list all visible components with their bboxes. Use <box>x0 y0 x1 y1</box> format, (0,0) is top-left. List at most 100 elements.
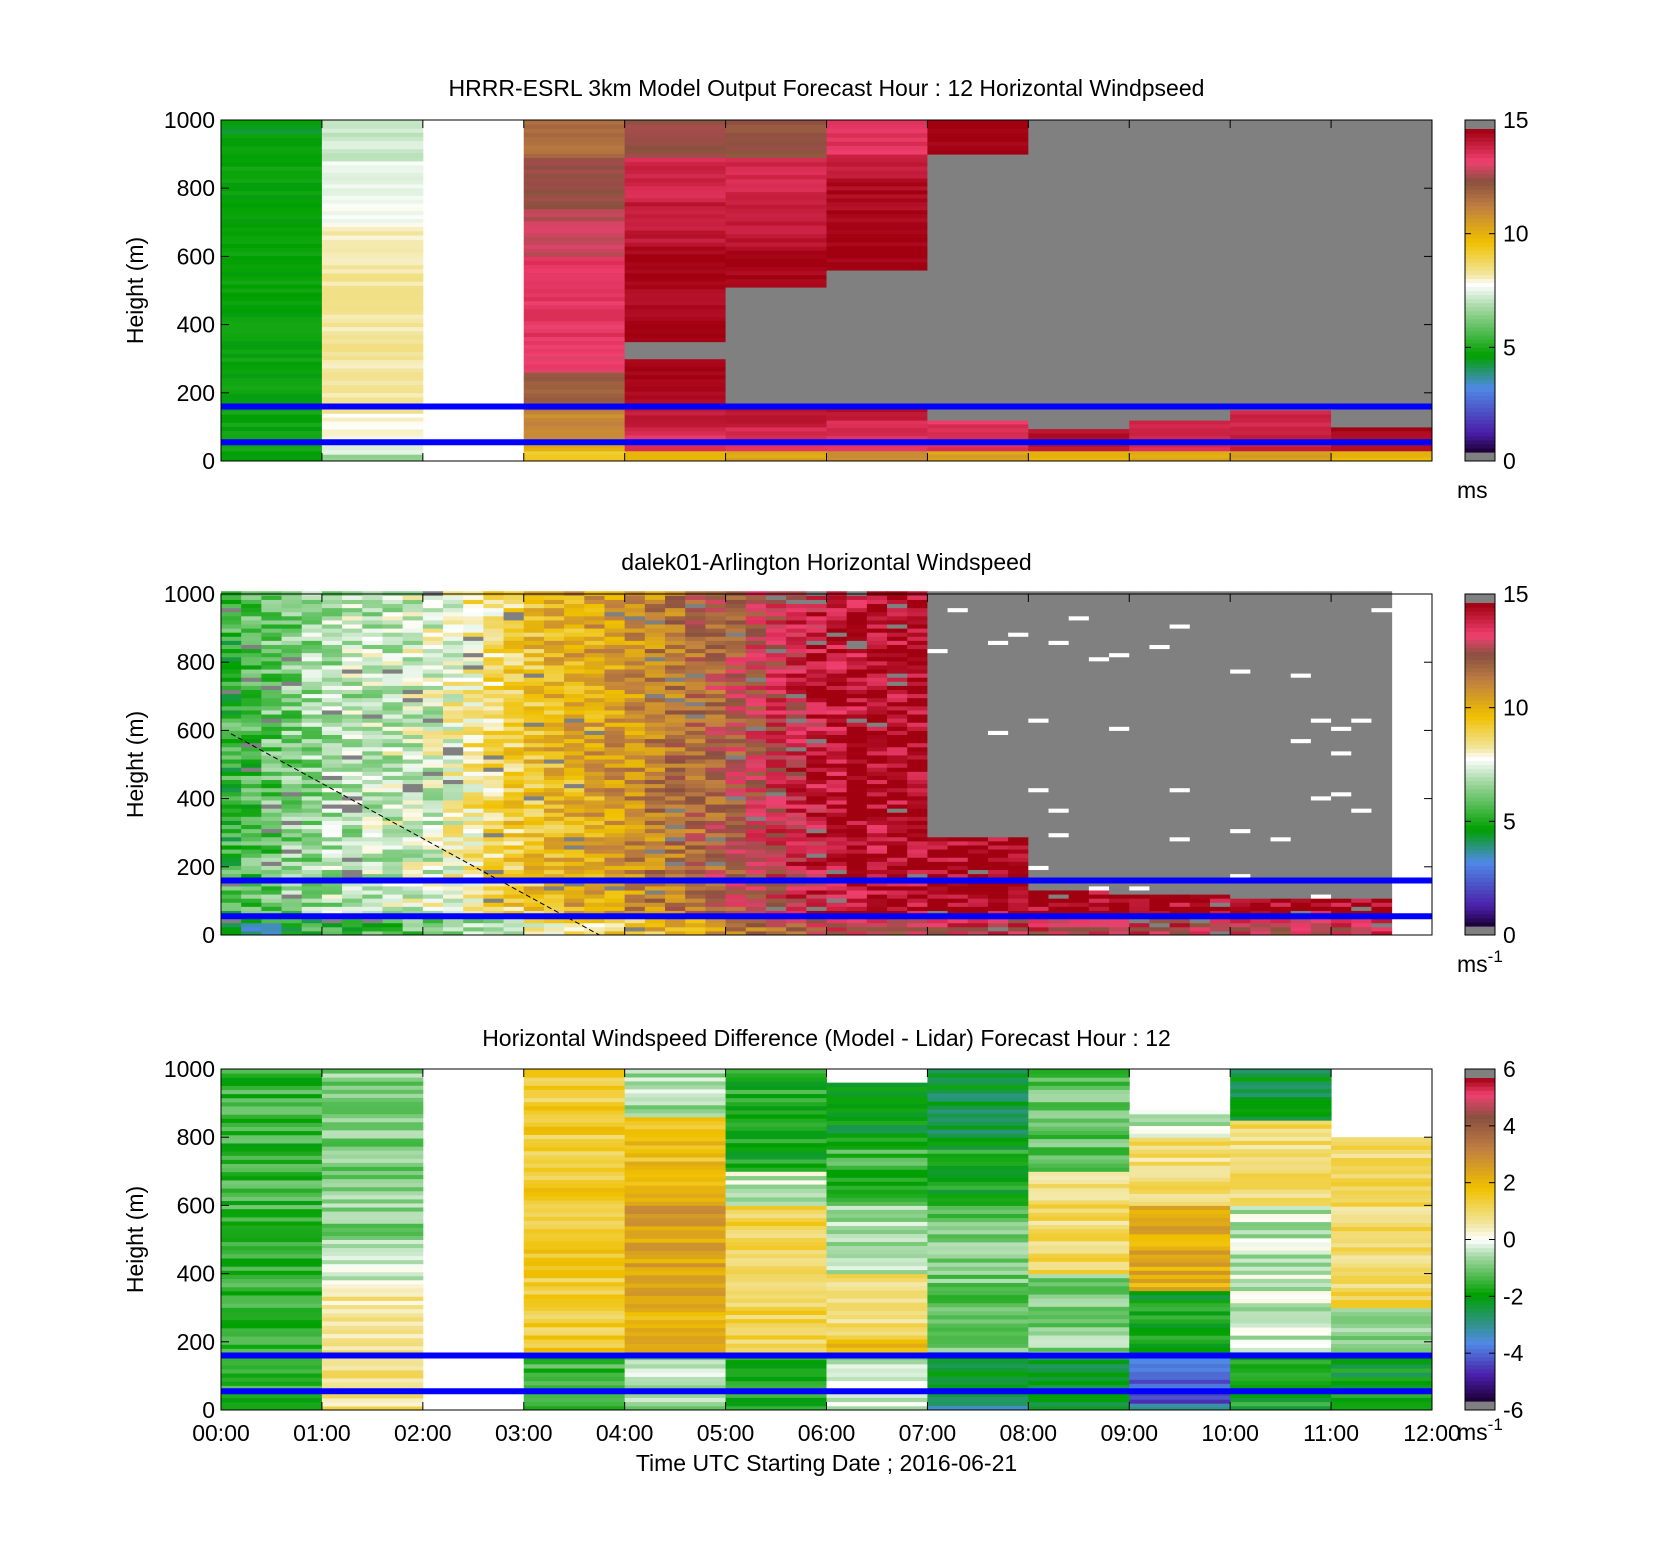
data-cell <box>725 808 747 813</box>
data-cell <box>826 286 928 291</box>
data-cell <box>342 746 363 752</box>
data-cell <box>765 730 787 735</box>
data-cell <box>786 816 807 821</box>
data-cell <box>604 677 626 682</box>
data-cell <box>947 624 969 629</box>
data-cell <box>826 209 928 215</box>
data-cell <box>564 889 585 895</box>
data-cell <box>1129 446 1231 452</box>
data-cell <box>1088 607 1110 613</box>
data-cell <box>483 853 505 858</box>
data-cell <box>947 611 969 617</box>
data-cell <box>503 840 525 846</box>
data-cell <box>866 603 888 609</box>
data-cell <box>221 275 323 281</box>
data-cell <box>1331 300 1433 305</box>
data-cell <box>1028 342 1130 347</box>
data-cell <box>1068 889 1090 895</box>
colorbar-segment <box>1465 294 1495 300</box>
data-cell <box>624 795 646 801</box>
data-cell <box>1230 148 1332 154</box>
data-cell <box>321 124 424 129</box>
data-cell <box>321 132 424 137</box>
data-cell <box>261 828 283 834</box>
data-cell <box>624 881 646 887</box>
data-cell <box>523 140 626 146</box>
data-cell <box>221 926 242 932</box>
data-cell <box>1048 840 1070 846</box>
data-cell <box>443 632 464 637</box>
data-cell <box>725 795 747 801</box>
data-cell <box>725 894 747 899</box>
data-cell <box>584 865 605 871</box>
data-cell <box>523 344 626 349</box>
data-cell <box>523 454 626 459</box>
data-cell <box>765 611 787 617</box>
data-cell <box>1129 144 1231 150</box>
data-cell <box>1088 873 1110 879</box>
data-cell <box>866 669 888 674</box>
data-cell <box>967 628 989 633</box>
data-cell <box>1230 457 1332 462</box>
data-column <box>1048 591 1070 936</box>
data-cell <box>826 423 928 429</box>
data-cell <box>685 611 706 617</box>
data-cell <box>725 274 827 280</box>
data-cell <box>1008 640 1029 645</box>
data-cell <box>725 208 827 214</box>
data-cell <box>261 664 283 670</box>
data-cell <box>1088 652 1110 658</box>
data-cell <box>362 611 383 617</box>
data-cell <box>644 767 666 772</box>
data-cell <box>907 599 928 605</box>
data-cell <box>1230 320 1332 325</box>
data-cell <box>745 885 767 891</box>
data-cell <box>725 902 747 907</box>
data-cell <box>987 632 1009 637</box>
data-cell <box>765 615 787 621</box>
data-cell <box>523 181 626 186</box>
data-cell <box>624 205 727 211</box>
data-cell <box>1129 156 1231 162</box>
data-cell <box>1088 632 1110 637</box>
data-cell <box>523 296 626 302</box>
data-cell <box>443 754 464 760</box>
data-cell <box>1230 426 1332 431</box>
data-cell <box>362 628 383 633</box>
data-cell <box>725 454 827 459</box>
data-cell <box>523 824 545 830</box>
data-cell <box>806 791 827 797</box>
data-cell <box>301 926 323 932</box>
data-cell <box>543 669 565 674</box>
data-cell <box>523 212 626 218</box>
data-cell <box>261 722 283 727</box>
data-column <box>725 120 827 462</box>
colorbar-segment <box>1465 233 1495 239</box>
data-cell <box>967 644 989 650</box>
data-cell <box>1230 450 1332 455</box>
data-cell <box>745 746 767 752</box>
data-cell <box>422 734 444 740</box>
data-cell <box>624 787 646 793</box>
data-cell <box>1129 795 1150 801</box>
data-cell <box>907 836 928 842</box>
data-cell <box>523 726 545 731</box>
data-cell <box>463 693 484 699</box>
data-cell <box>362 599 383 605</box>
data-cell <box>301 656 323 662</box>
data-cell <box>1129 337 1231 343</box>
data-cell <box>443 775 464 781</box>
data-cell <box>705 738 727 744</box>
data-cell <box>987 918 1009 924</box>
data-cell <box>1331 283 1433 289</box>
data-cell <box>1048 816 1070 821</box>
data-cell <box>422 644 444 650</box>
data-cell <box>987 824 1009 830</box>
data-cell <box>1068 849 1090 854</box>
data-cell <box>846 754 868 760</box>
data-cell <box>967 742 989 748</box>
data-cell <box>725 787 747 793</box>
data-cell <box>705 705 727 711</box>
data-cell <box>362 619 383 625</box>
data-cell <box>1088 889 1110 895</box>
